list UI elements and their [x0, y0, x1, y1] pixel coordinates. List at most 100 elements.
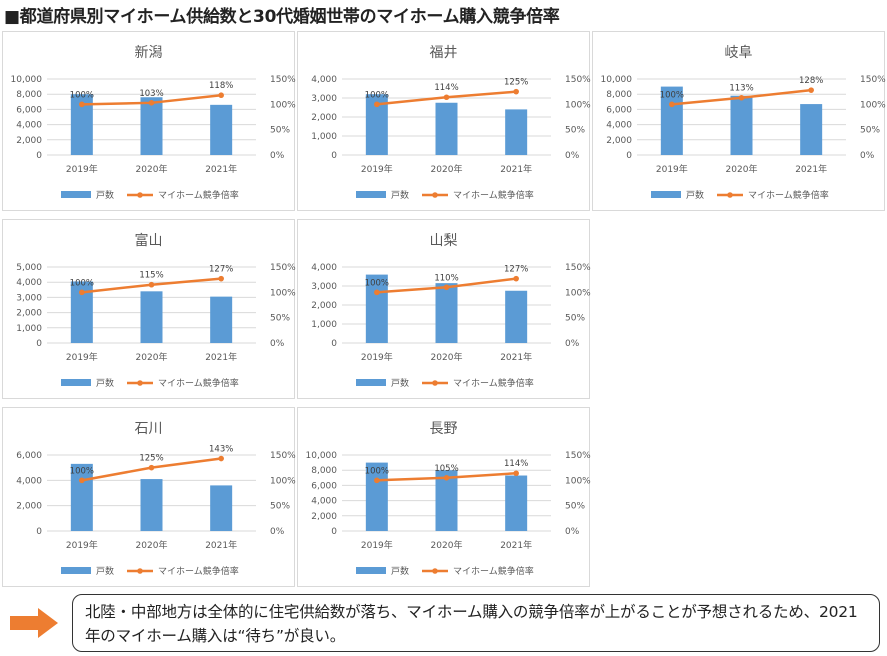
x-tick-label: 2019年: [656, 163, 688, 175]
bar: [70, 94, 93, 155]
bar: [365, 94, 388, 155]
data-label: 128%: [799, 76, 823, 86]
chart-title: 新潟: [134, 45, 163, 61]
y-left-tick-label: 4,000: [311, 263, 337, 273]
bar: [730, 95, 753, 155]
data-label: 100%: [70, 90, 94, 100]
y-left-tick-label: 1,000: [16, 324, 42, 334]
data-label: 100%: [70, 466, 94, 476]
data-label: 118%: [209, 81, 233, 91]
legend-line-label: マイホーム競争倍率: [453, 377, 534, 389]
y-left-tick-label: 8,000: [16, 90, 42, 100]
legend-bar-label: 戸数: [96, 377, 114, 389]
y-left-tick-label: 2,000: [311, 301, 337, 311]
data-label: 113%: [729, 84, 753, 94]
y-right-tick-label: 0%: [565, 527, 580, 537]
legend-line-marker: [727, 192, 733, 198]
y-right-tick-label: 50%: [565, 314, 585, 324]
y-left-tick-label: 4,000: [311, 75, 337, 85]
chart-svg: 0 2,000 4,000 6,000 8,000 10,000 0% 50% 100% 150%…: [306, 451, 592, 577]
legend-bar-swatch: [61, 191, 91, 198]
legend-bar-label: 戸数: [96, 189, 114, 201]
data-label: 114%: [434, 83, 458, 93]
x-tick-label: 2020年: [726, 163, 758, 175]
bar: [435, 470, 458, 531]
legend-line-marker: [432, 192, 438, 198]
y-right-tick-label: 100%: [565, 100, 591, 110]
line-point: [148, 464, 155, 471]
y-right-tick-label: 50%: [270, 502, 290, 512]
y-left-tick-label: 0: [36, 527, 42, 537]
line-point: [218, 455, 224, 462]
y-right-tick-label: 50%: [270, 126, 290, 136]
y-right-tick-label: 150%: [565, 75, 591, 85]
line-point: [443, 94, 450, 101]
data-label: 125%: [504, 78, 528, 88]
line-point: [218, 275, 224, 282]
chart-svg: 0 2,000 4,000 6,000 8,000 10,000 0% 50% 100% 150%…: [601, 75, 887, 201]
chart-svg: 0 1,000 2,000 3,000 4,000 0% 50% 100% 150% 2019年 2…: [311, 75, 591, 201]
y-left-tick-label: 3,000: [311, 282, 337, 292]
chart-panel-nagano: 長野 0 2,000 4,000 6,000 8,000 10,000 0% 50% 100% 1…: [297, 407, 592, 587]
y-right-tick-label: 100%: [270, 476, 296, 486]
data-label: 115%: [139, 271, 163, 281]
y-left-tick-label: 8,000: [606, 90, 632, 100]
bar: [210, 104, 233, 155]
conclusion-note: 北陸・中部地方は全体的に住宅供給数が落ち、マイホーム購入の競争倍率が上がることが…: [72, 594, 880, 652]
bar: [140, 97, 163, 155]
legend-bar-label: 戸数: [686, 189, 704, 201]
x-tick-label: 2020年: [431, 163, 463, 175]
y-left-tick-label: 0: [331, 339, 337, 349]
y-right-tick-label: 0%: [270, 151, 285, 161]
y-right-tick-label: 100%: [270, 100, 296, 110]
chart-title: 長野: [429, 421, 458, 437]
x-tick-label: 2021年: [205, 163, 237, 175]
y-right-tick-label: 0%: [270, 527, 285, 537]
line-point: [148, 100, 155, 106]
chart-panel-gifu: 岐阜 0 2,000 4,000 6,000 8,000 10,000 0% 50% 100% 1…: [592, 31, 887, 211]
y-right-tick-label: 50%: [270, 314, 290, 324]
legend-bar-swatch: [61, 567, 91, 574]
y-left-tick-label: 2,000: [311, 512, 337, 522]
legend-line-label: マイホーム競争倍率: [158, 377, 239, 389]
data-label: 105%: [434, 464, 458, 474]
y-right-tick-label: 50%: [565, 502, 585, 512]
bar: [435, 283, 458, 343]
data-label: 100%: [70, 278, 94, 288]
arrow-right-icon: [10, 608, 58, 638]
chart-title: 岐阜: [724, 45, 753, 61]
x-tick-label: 2020年: [136, 163, 168, 175]
x-tick-label: 2019年: [66, 163, 98, 175]
line-point: [808, 87, 814, 93]
data-label: 127%: [504, 265, 528, 275]
y-left-tick-label: 6,000: [16, 105, 42, 115]
y-left-tick-label: 5,000: [16, 263, 42, 273]
y-right-tick-label: 50%: [860, 126, 880, 136]
chart-title: 石川: [134, 421, 163, 437]
legend-line-marker: [432, 568, 438, 574]
y-left-tick-label: 2,000: [311, 113, 337, 123]
line-point: [443, 284, 450, 291]
x-tick-label: 2019年: [361, 351, 393, 363]
y-right-tick-label: 150%: [860, 75, 886, 85]
line-point: [513, 88, 519, 95]
chart-panel-fukui: 福井 0 1,000 2,000 3,000 4,000 0% 50% 100% 150% 201…: [297, 31, 591, 211]
data-label: 127%: [209, 265, 233, 275]
x-tick-label: 2020年: [431, 351, 463, 363]
data-label: 110%: [434, 273, 458, 283]
legend-line-label: マイホーム競争倍率: [748, 189, 829, 201]
bar: [140, 291, 163, 343]
y-left-tick-label: 0: [331, 151, 337, 161]
bar: [505, 475, 528, 531]
chart-svg: 0 2,000 4,000 6,000 8,000 10,000 0% 50% 100% 150%…: [11, 75, 297, 201]
legend-bar-swatch: [356, 379, 386, 386]
chart-panel-toyama: 富山 0 1,000 2,000 3,000 4,000 5,000 0% 50% 100% 15…: [2, 219, 296, 399]
x-tick-label: 2019年: [66, 351, 98, 363]
bar: [70, 463, 93, 531]
line-point: [513, 470, 519, 477]
y-left-tick-label: 10,000: [11, 75, 43, 85]
y-left-tick-label: 6,000: [311, 481, 337, 491]
chart-title: 山梨: [429, 233, 458, 249]
y-right-tick-label: 0%: [860, 151, 875, 161]
x-tick-label: 2019年: [361, 163, 393, 175]
